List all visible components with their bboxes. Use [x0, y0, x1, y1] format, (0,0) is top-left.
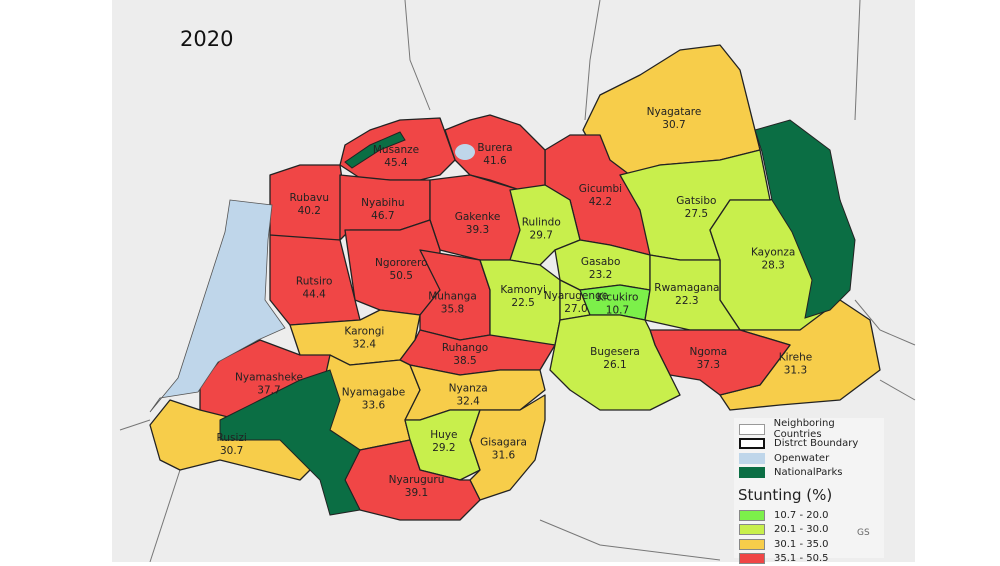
- district-name-label: Musanze: [373, 144, 419, 156]
- district-value-label: 38.5: [453, 355, 476, 367]
- district-value-label: 32.4: [353, 338, 377, 350]
- district-value-label: 31.6: [492, 450, 516, 462]
- district-name-label: Nyamagabe: [342, 387, 405, 399]
- legend-item-openwater: Openwater: [739, 451, 884, 466]
- district-name-label: Kirehe: [779, 352, 812, 364]
- legend-swatch: [739, 510, 765, 521]
- district-value-label: 32.4: [456, 396, 480, 408]
- district-value-label: 45.4: [384, 157, 408, 169]
- district-value-label: 27.0: [564, 303, 587, 315]
- legend-label: Neighboring Countries: [774, 418, 884, 440]
- legend-item-national-parks: NationalParks: [739, 466, 884, 481]
- district-value-label: 26.1: [603, 359, 626, 371]
- legend-class-1: 10.7 - 20.0: [739, 508, 884, 523]
- district-name-label: Gakenke: [455, 211, 501, 223]
- district-value-label: 40.2: [298, 205, 321, 217]
- legend-item-neighboring-countries: Neighboring Countries: [739, 422, 884, 437]
- district-name-label: Nyabihu: [361, 197, 404, 209]
- district-name-label: Gasabo: [581, 256, 621, 268]
- district-name-label: Kicukiro: [597, 292, 639, 304]
- district-name-label: Nyanza: [449, 383, 488, 395]
- legend-swatch: [739, 524, 765, 535]
- district-name-label: Nyamasheke: [235, 372, 303, 384]
- district-value-label: 41.6: [483, 155, 507, 167]
- district-value-label: 39.3: [466, 224, 489, 236]
- district-name-label: Gatsibo: [676, 195, 716, 207]
- district-value-label: 23.2: [589, 269, 612, 281]
- district-value-label: 50.5: [390, 270, 413, 282]
- legend-swatch: [739, 553, 765, 564]
- district-value-label: 29.7: [530, 230, 553, 242]
- legend-label: 20.1 - 30.0: [774, 524, 829, 535]
- district-name-label: Rulindo: [522, 217, 561, 229]
- district-value-label: 10.7: [606, 305, 629, 317]
- district-value-label: 42.2: [589, 196, 612, 208]
- district-name-label: Huye: [430, 429, 457, 441]
- legend-label: 10.7 - 20.0: [774, 510, 829, 521]
- district-name-label: Ngoma: [690, 346, 728, 358]
- legend-label: 35.1 - 50.5: [774, 553, 829, 564]
- district-name-label: Muhanga: [428, 290, 477, 302]
- legend-label: Openwater: [774, 453, 829, 464]
- legend-class-3: 30.1 - 35.0: [739, 537, 884, 552]
- district-value-label: 39.1: [405, 487, 428, 499]
- district-name-label: Gicumbi: [579, 183, 622, 195]
- district-value-label: 30.7: [220, 445, 243, 457]
- district-value-label: 30.7: [662, 119, 685, 131]
- legend-swatch: [739, 467, 765, 478]
- district-name-label: Rutsiro: [296, 276, 333, 288]
- district-value-label: 28.3: [761, 259, 784, 271]
- district-value-label: 33.6: [362, 400, 386, 412]
- district-name-label: Ngororero: [375, 257, 428, 269]
- legend-swatch: [739, 453, 765, 464]
- legend-title: Stunting (%): [738, 486, 884, 504]
- legend-swatch: [739, 539, 765, 550]
- source-credit: GS: [857, 528, 870, 538]
- district-name-label: Nyaruguru: [389, 474, 445, 486]
- district-name-label: Rwamagana: [654, 282, 719, 294]
- district-value-label: 37.3: [697, 359, 720, 371]
- district-name-label: Gisagara: [480, 437, 527, 449]
- district-name-label: Nyagatare: [647, 106, 702, 118]
- legend-label: 30.1 - 35.0: [774, 539, 829, 550]
- district-name-label: Karongi: [344, 325, 384, 337]
- lake-burera: [455, 144, 475, 160]
- legend-swatch: [739, 424, 765, 435]
- district-value-label: 22.5: [511, 297, 534, 309]
- district-value-label: 35.8: [441, 303, 464, 315]
- district-value-label: 27.5: [685, 208, 708, 220]
- legend-swatch: [739, 438, 765, 449]
- map-title: 2020: [180, 27, 233, 51]
- district-value-label: 44.4: [302, 289, 326, 301]
- district-name-label: Rubavu: [290, 192, 329, 204]
- district-name-label: Kamonyi: [500, 284, 546, 296]
- district-value-label: 31.3: [784, 365, 807, 377]
- district-value-label: 22.3: [675, 295, 698, 307]
- district-value-label: 46.7: [371, 210, 394, 222]
- district-name-label: Kayonza: [751, 246, 795, 258]
- legend-label: Distrct Boundary: [774, 438, 858, 449]
- district-name-label: Bugesera: [590, 346, 640, 358]
- district-value-label: 29.2: [432, 442, 455, 454]
- district-name-label: Rusizi: [217, 432, 247, 444]
- district-name-label: Ruhango: [442, 342, 488, 354]
- legend-label: NationalParks: [774, 467, 843, 478]
- district-name-label: Burera: [477, 142, 512, 154]
- legend-class-4: 35.1 - 50.5: [739, 552, 884, 566]
- district-value-label: 37.7: [257, 385, 280, 397]
